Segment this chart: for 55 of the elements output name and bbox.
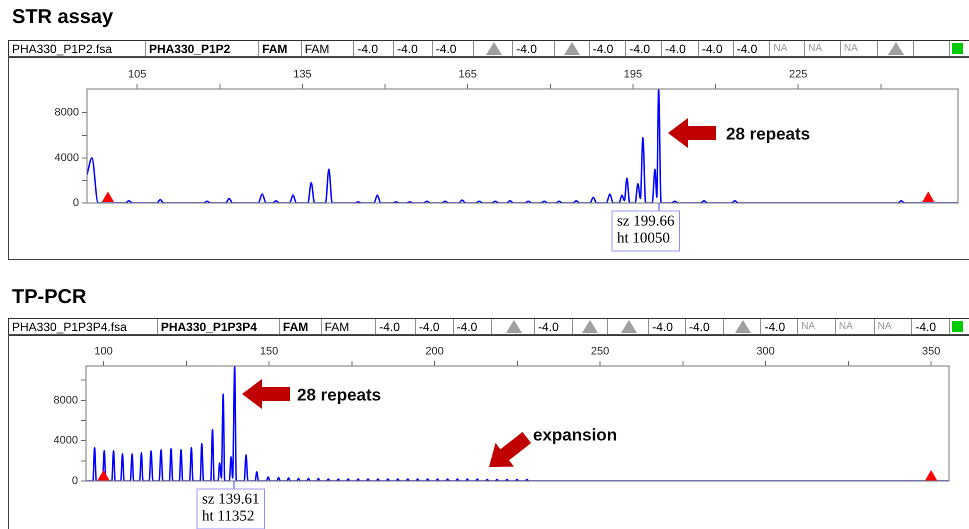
text: PHA330_P1P2.fsa	[9, 41, 146, 57]
annotation: expansion	[533, 426, 618, 445]
text: -4.0	[698, 41, 734, 57]
text: sz 199.66 ht 10050	[617, 213, 675, 246]
x-tick-label: 225	[789, 68, 808, 80]
x-tick-label: 350	[922, 345, 940, 358]
text: NA	[874, 319, 912, 335]
text: FAM	[302, 41, 354, 57]
text: sz 139.61 ht 11352	[202, 491, 260, 524]
y-tick-label: 0	[72, 475, 78, 488]
y-tick-label: 0	[72, 197, 79, 210]
text: FAM	[280, 319, 322, 335]
text: PHA330_P1P2	[146, 41, 260, 57]
text: -4.0	[649, 319, 686, 335]
text: -4.0	[354, 41, 394, 57]
text: -4.0	[662, 41, 699, 57]
x-tick-label: 250	[590, 345, 610, 358]
x-tick-label: 135	[293, 68, 312, 80]
text: NA	[798, 319, 836, 335]
x-tick-label: 150	[260, 345, 278, 358]
annotation: 28 repeats	[726, 124, 810, 144]
y-tick-label: 8000	[54, 394, 78, 406]
x-tick-label: 195	[624, 68, 642, 80]
x-tick-label: 165	[458, 68, 477, 80]
text: PHA330_P1P3P4	[158, 319, 280, 335]
text: -4.0	[432, 41, 474, 57]
text: -4.0	[912, 319, 950, 335]
x-tick-label: 200	[425, 345, 444, 358]
x-tick-label: 100	[94, 345, 113, 358]
y-tick-label: 4000	[54, 152, 79, 164]
text: -4.0	[535, 319, 573, 335]
text: NA	[805, 41, 841, 57]
text: FAM	[259, 41, 302, 57]
text: -4.0	[376, 319, 416, 335]
text: PHA330_P1P3P4.fsa	[9, 319, 158, 335]
text: -4.0	[394, 41, 433, 57]
text: -4.0	[513, 41, 555, 57]
chart-title: TP-PCR	[12, 286, 86, 309]
x-tick-label: 300	[756, 345, 775, 358]
y-tick-label: 4000	[54, 434, 78, 447]
text: FAM	[322, 319, 376, 335]
y-tick-label: 8000	[54, 106, 79, 119]
text: -4.0	[626, 41, 662, 57]
text: -4.0	[416, 319, 454, 335]
text: -4.0	[686, 319, 724, 335]
text: -4.0	[590, 41, 626, 57]
text: -4.0	[734, 41, 770, 57]
annotation: 28 repeats	[297, 386, 382, 405]
text: NA	[840, 41, 878, 57]
x-tick-label: 105	[128, 68, 146, 80]
text: -4.0	[761, 319, 798, 335]
text: NA	[770, 41, 806, 57]
text: NA	[836, 319, 875, 335]
chart-title: STR assay	[12, 6, 114, 29]
text: -4.0	[454, 319, 492, 335]
